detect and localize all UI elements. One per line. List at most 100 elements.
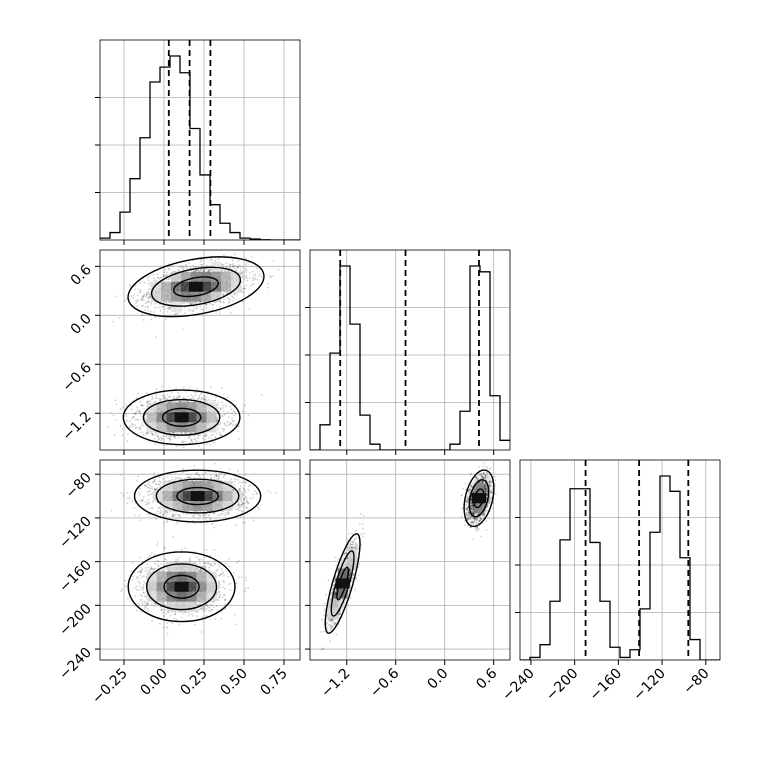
sample-point — [148, 279, 150, 282]
sample-point — [136, 298, 139, 301]
sample-point — [216, 404, 219, 406]
sample-point — [150, 397, 153, 400]
sample-point — [222, 294, 225, 297]
sample-point — [211, 303, 214, 306]
sample-point — [136, 479, 138, 482]
sample-point — [249, 484, 252, 486]
sample-point — [205, 434, 208, 437]
sample-point — [222, 300, 225, 303]
sample-point — [175, 313, 178, 316]
sample-point — [139, 428, 141, 431]
sample-point — [146, 503, 149, 505]
sample-point — [231, 412, 233, 415]
sample-point — [136, 300, 139, 303]
density-cell — [201, 291, 211, 302]
sample-point — [149, 493, 152, 496]
sample-point — [238, 438, 241, 440]
sample-point — [147, 502, 149, 504]
sample-point — [194, 394, 197, 397]
sample-point — [219, 306, 222, 308]
sample-point — [241, 288, 244, 291]
sample-point — [205, 513, 208, 515]
sample-point — [155, 488, 158, 490]
sample-point — [144, 484, 147, 487]
sample-point — [193, 307, 196, 310]
sample-point — [201, 268, 204, 271]
sample-point — [267, 489, 270, 492]
sample-point — [214, 399, 217, 402]
sample-point — [187, 476, 190, 479]
sample-point — [146, 432, 149, 434]
sample-point — [131, 423, 134, 425]
sample-point — [174, 437, 177, 439]
sample-point — [272, 259, 275, 262]
sample-point — [160, 277, 163, 279]
sample-point — [139, 298, 142, 301]
sample-point — [165, 301, 168, 304]
sample-point — [241, 273, 244, 276]
sample-point — [182, 512, 185, 515]
sample-point — [222, 404, 224, 407]
sample-point — [154, 303, 156, 305]
sample-point — [172, 510, 175, 513]
sample-point — [180, 400, 183, 403]
sample-point — [236, 430, 239, 432]
sample-point — [246, 506, 248, 509]
sample-point — [167, 479, 170, 482]
sample-point — [230, 312, 233, 314]
sample-point — [134, 413, 137, 416]
sample-point — [189, 303, 191, 305]
sample-point — [272, 275, 275, 278]
sample-point — [147, 309, 150, 312]
sample-point — [142, 397, 145, 400]
sample-point — [112, 414, 115, 416]
sample-point — [190, 439, 192, 441]
sample-point — [173, 514, 175, 517]
sample-point — [207, 269, 210, 272]
sample-point — [146, 277, 149, 280]
sample-point — [223, 428, 226, 431]
sample-point — [274, 491, 277, 494]
sample-point — [150, 318, 153, 321]
sample-point — [234, 478, 236, 481]
sample-point — [247, 485, 250, 488]
sample-point — [237, 469, 240, 472]
sample-point — [164, 275, 167, 278]
sample-point — [138, 419, 140, 421]
sample-point — [214, 259, 217, 262]
sample-point — [234, 480, 236, 483]
sample-point — [223, 513, 226, 516]
sample-point — [231, 295, 234, 297]
sample-point — [241, 266, 244, 269]
sample-point — [212, 303, 214, 306]
sample-point — [185, 264, 188, 266]
sample-point — [245, 284, 248, 287]
sample-point — [166, 521, 168, 523]
sample-point — [173, 397, 176, 400]
sample-point — [139, 289, 142, 292]
sample-point — [154, 433, 156, 436]
sample-point — [150, 303, 153, 305]
sample-point — [243, 489, 246, 491]
sample-point — [160, 276, 162, 279]
sample-point — [224, 514, 227, 517]
sample-point — [195, 387, 198, 390]
sample-point — [201, 263, 204, 266]
sample-point — [229, 266, 232, 269]
sample-point — [154, 316, 157, 319]
sample-point — [168, 268, 171, 271]
sample-point — [182, 328, 184, 331]
sample-point — [195, 307, 198, 310]
sample-point — [239, 269, 242, 271]
sample-point — [189, 302, 192, 305]
sample-point — [212, 512, 215, 515]
sample-point — [184, 440, 186, 443]
sample-point — [142, 294, 145, 297]
sample-point — [186, 473, 189, 476]
sample-point — [217, 424, 219, 427]
sample-point — [126, 502, 129, 505]
sample-point — [184, 477, 187, 480]
sample-point — [167, 267, 170, 270]
sample-point — [134, 424, 137, 426]
sample-point — [148, 296, 151, 299]
